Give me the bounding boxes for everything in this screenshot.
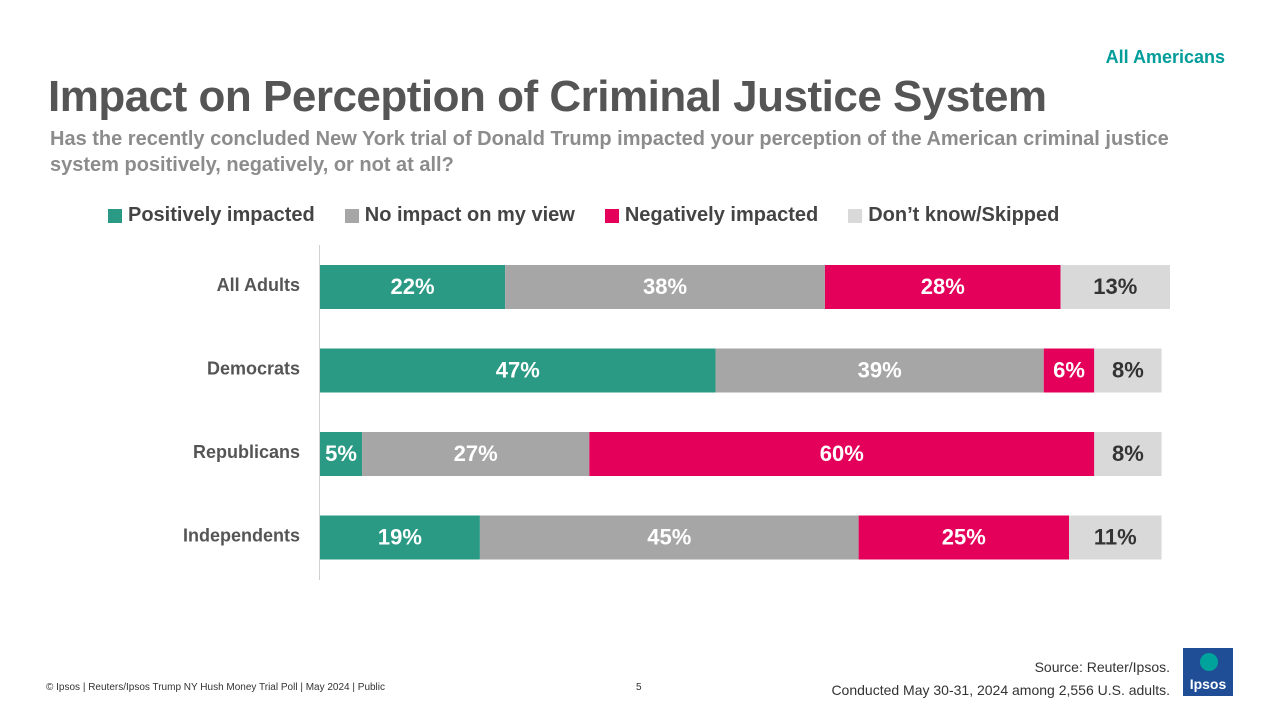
bar-segment xyxy=(505,265,825,309)
data-label: 8% xyxy=(1112,441,1144,466)
data-label: 11% xyxy=(1094,524,1137,549)
bar-segment xyxy=(1069,515,1162,560)
logo-text: Ipsos xyxy=(1189,676,1227,692)
logo-dot-icon xyxy=(1200,653,1218,671)
category-label: Republicans xyxy=(193,442,300,462)
data-label: 6% xyxy=(1053,357,1085,382)
category-label: All Adults xyxy=(217,275,300,295)
legend-swatch xyxy=(604,208,619,223)
bar-segment xyxy=(320,432,363,476)
data-label: 28% xyxy=(921,274,965,299)
methodology-line: Conducted May 30-31, 2024 among 2,556 U.… xyxy=(831,682,1170,698)
bar-segment xyxy=(1094,348,1162,393)
data-label: 19% xyxy=(378,524,422,549)
bar-segment xyxy=(1060,265,1170,309)
bar-segment xyxy=(589,432,1095,476)
page-title: Impact on Perception of Criminal Justice… xyxy=(48,72,1047,121)
bar-segment xyxy=(320,265,506,309)
audience-tag: All Americans xyxy=(1105,47,1225,67)
source-line: Source: Reuter/Ipsos. xyxy=(1034,659,1170,675)
data-label: 39% xyxy=(858,357,902,382)
ipsos-logo: Ipsos xyxy=(1183,648,1233,696)
bar-segment xyxy=(320,515,480,560)
copyright-footer: © Ipsos | Reuters/Ipsos Trump NY Hush Mo… xyxy=(46,682,386,693)
data-label: 13% xyxy=(1093,274,1137,299)
legend-item-positive: Positively impacted xyxy=(108,204,315,227)
data-label: 25% xyxy=(942,524,986,549)
legend-label: No impact on my view xyxy=(364,204,575,226)
legend-label: Don’t know/Skipped xyxy=(868,204,1060,226)
bar-segment xyxy=(320,348,716,393)
data-label: 45% xyxy=(647,524,691,549)
data-label: 38% xyxy=(643,274,687,299)
legend-swatch xyxy=(344,208,359,223)
data-label: 27% xyxy=(454,441,498,466)
data-label: 8% xyxy=(1112,357,1144,382)
legend-label: Positively impacted xyxy=(128,204,315,226)
chart-legend: Positively impacted No impact on my view… xyxy=(108,204,1059,227)
legend-label: Negatively impacted xyxy=(624,204,819,226)
category-label: Independents xyxy=(183,525,300,545)
source-note: Source: Reuter/Ipsos. Conducted May 30-3… xyxy=(831,656,1170,702)
bar-segment xyxy=(479,515,859,560)
data-label: 60% xyxy=(820,441,864,466)
legend-item-dont-know: Don’t know/Skipped xyxy=(848,204,1059,227)
category-label: Democrats xyxy=(207,358,300,378)
legend-item-no-impact: No impact on my view xyxy=(344,204,575,227)
bar-segment xyxy=(362,432,590,476)
bar-segment xyxy=(858,515,1070,560)
legend-swatch xyxy=(848,208,863,223)
data-label: 5% xyxy=(325,441,357,466)
bar-segment xyxy=(1094,432,1162,476)
page-number: 5 xyxy=(636,682,642,693)
data-label: 22% xyxy=(391,274,435,299)
data-label: 47% xyxy=(496,357,540,382)
bar-segment xyxy=(715,348,1044,393)
page-subtitle: Has the recently concluded New York tria… xyxy=(50,128,1169,176)
legend-item-negative: Negatively impacted xyxy=(604,204,819,227)
bar-segment xyxy=(1043,348,1095,393)
legend-swatch xyxy=(108,208,122,223)
bar-segment xyxy=(824,265,1061,309)
